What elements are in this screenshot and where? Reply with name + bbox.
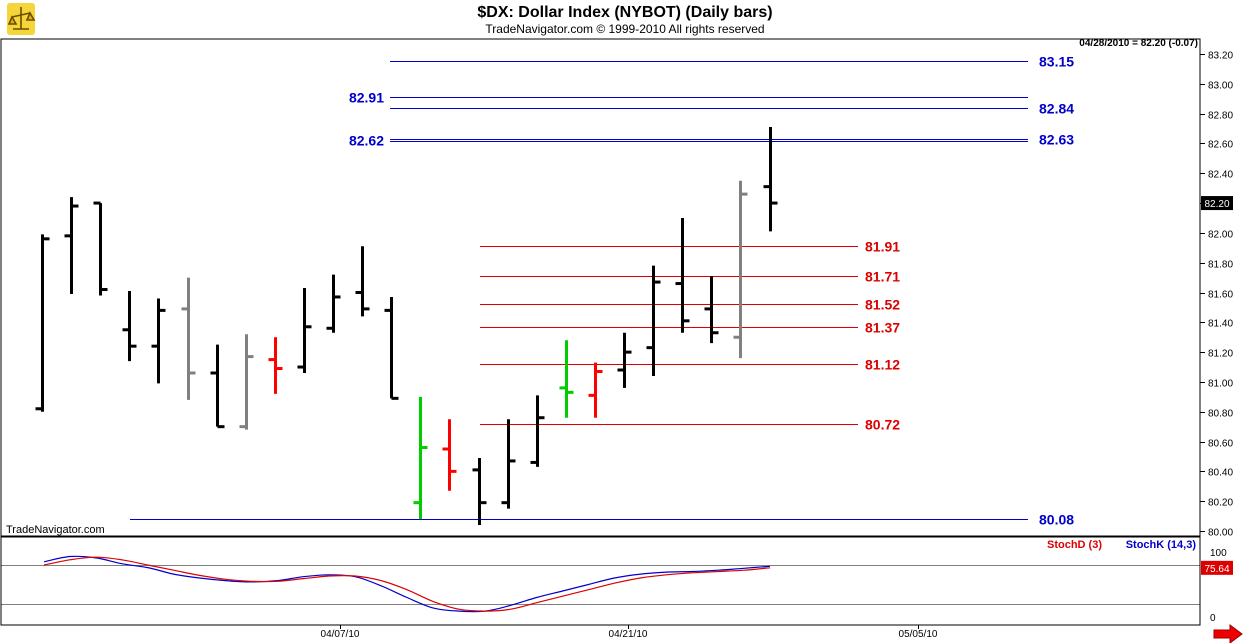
y-tick-label: 83.20: [1208, 51, 1233, 62]
ohlc-bar: [588, 362, 603, 418]
y-tick-label: 82.60: [1208, 140, 1233, 151]
level-80-08-label: 80.08: [1039, 512, 1074, 528]
stochd-legend: StochD (3): [1047, 539, 1102, 551]
level-80-72-label: 80.72: [865, 417, 900, 433]
ohlc-bar: [646, 265, 661, 376]
price-panel-frame: [0, 38, 1201, 537]
ohlc-bar: [559, 340, 574, 418]
level-81-71-label: 81.71: [865, 269, 900, 285]
y-tick-label: 80.00: [1208, 528, 1233, 539]
x-tick-label: 04/07/10: [321, 629, 360, 640]
logo-icon: [7, 3, 36, 35]
level-81-91-label: 81.91: [865, 239, 900, 255]
y-tick-label: 83.00: [1208, 81, 1233, 92]
ohlc-bar: [151, 298, 166, 384]
price-bars: [35, 127, 778, 526]
level-82-91-label: 82.91: [349, 90, 384, 106]
y-tick-label: 82.80: [1208, 111, 1233, 122]
x-tick-label: 05/05/10: [899, 629, 938, 640]
level-lines: 83.15 82.91 82.84 82.63 82.62 81.91 81.71 81.52…: [130, 54, 1074, 528]
level-81-12-label: 81.12: [865, 357, 900, 373]
level-81-37-label: 81.37: [865, 320, 900, 336]
price-y-axis: 83.20 83.00 82.80 82.60 82.40 82.20 82.00 81.80…: [1200, 51, 1233, 539]
stochk-line: [43, 555, 771, 613]
level-81-52-label: 81.52: [865, 297, 900, 313]
x-axis: 04/07/10 04/21/10 05/05/10: [321, 625, 938, 640]
level-83-15-label: 83.15: [1039, 54, 1074, 70]
ohlc-bar: [413, 396, 428, 520]
ohlc-bar: [297, 288, 312, 373]
ohlc-bar: [35, 234, 50, 412]
stoch-y-label: 100: [1210, 548, 1227, 559]
stoch-y-label: 0: [1210, 613, 1216, 624]
y-tick-label: 80.60: [1208, 439, 1233, 450]
stoch-value-box: [1201, 560, 1233, 575]
ohlc-bar: [93, 201, 108, 296]
ohlc-bar: [704, 276, 719, 344]
ohlc-bar: [763, 127, 778, 232]
y-tick-label: 81.80: [1208, 260, 1233, 271]
y-tick-label: 81.40: [1208, 319, 1233, 330]
stochd-line: [43, 556, 771, 612]
stochastic-panel: 100 0 75.64: [1, 548, 1233, 624]
stochk-legend: StochK (14,3): [1126, 539, 1197, 551]
header: $DX: Dollar Index (NYBOT) (Daily bars) T…: [7, 3, 773, 36]
y-tick-label: 82.40: [1208, 170, 1233, 181]
ohlc-bar: [530, 395, 545, 467]
ohlc-bar: [442, 419, 457, 491]
stoch-panel-frame: [0, 536, 1201, 626]
level-82-63-label: 82.63: [1039, 132, 1074, 148]
y-tick-label: 81.20: [1208, 349, 1233, 360]
ohlc-bar: [355, 246, 370, 317]
ohlc-bar: [210, 344, 225, 429]
ohlc-bar: [181, 277, 196, 400]
y-tick-label: 81.60: [1208, 290, 1233, 301]
ohlc-bar: [384, 296, 399, 400]
current-price-label: 82.20: [1204, 199, 1229, 210]
ohlc-bar: [239, 334, 254, 430]
copyright-text: TradeNavigator.com © 1999-2010 All right…: [485, 22, 764, 36]
y-tick-label: 80.80: [1208, 409, 1233, 420]
ohlc-bar: [675, 217, 690, 333]
scroll-right-arrow-icon[interactable]: [1213, 624, 1243, 643]
stoch-value-label: 75.64: [1204, 564, 1229, 575]
y-tick-label: 81.00: [1208, 379, 1233, 390]
y-tick-label: 82.00: [1208, 230, 1233, 241]
level-82-84-label: 82.84: [1039, 101, 1074, 117]
ohlc-bar: [501, 419, 516, 509]
current-price-box: [1201, 196, 1233, 211]
y-tick-label: 80.20: [1208, 498, 1233, 509]
level-82-62-label: 82.62: [349, 133, 384, 149]
ohlc-bar: [64, 197, 79, 294]
x-tick-label: 04/21/10: [609, 629, 648, 640]
ohlc-bar: [122, 291, 137, 362]
ohlc-bar: [326, 274, 341, 333]
y-tick-label: 80.40: [1208, 468, 1233, 479]
ohlc-bar: [617, 332, 632, 388]
ohlc-bar: [733, 180, 748, 359]
chart-title: $DX: Dollar Index (NYBOT) (Daily bars): [477, 4, 772, 21]
watermark-text: TradeNavigator.com: [6, 524, 105, 536]
last-quote: 04/28/2010 = 82.20 (-0.07): [1079, 38, 1198, 49]
ohlc-bar: [472, 457, 487, 526]
ohlc-bar: [268, 337, 283, 394]
